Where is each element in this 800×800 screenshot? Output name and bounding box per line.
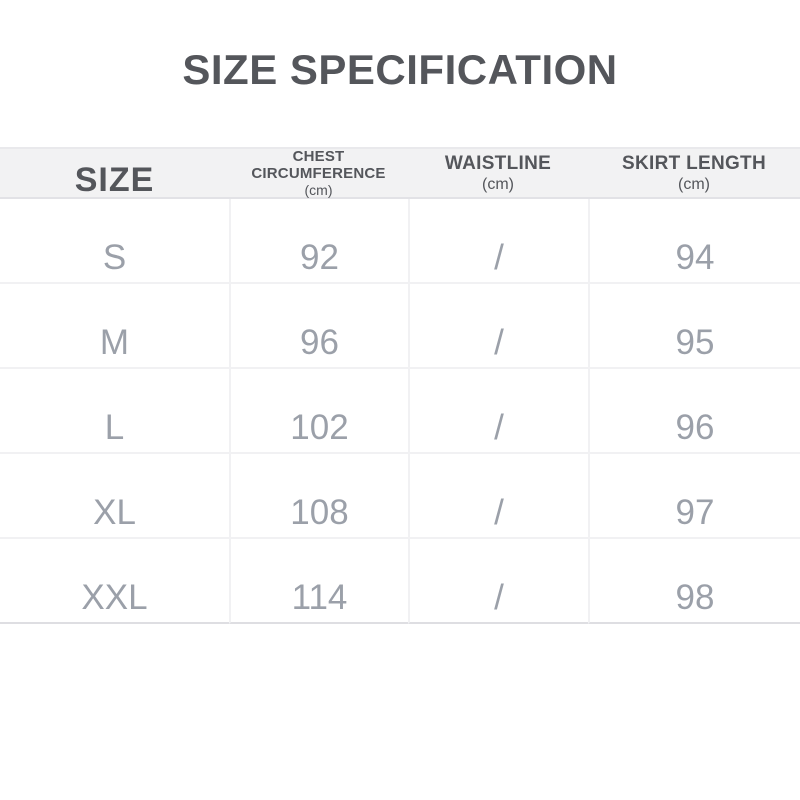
waist-cell: /	[408, 199, 588, 285]
size-cell: M	[0, 284, 229, 370]
column-label-size: SIZE	[74, 160, 155, 199]
chest-cell: 102	[229, 369, 408, 455]
waist-cell: /	[408, 539, 588, 625]
column-label-waist: WAISTLINE	[444, 153, 552, 175]
header-cell-chest-circumference: CHEST CIRCUMFERENCE (cm)	[229, 148, 408, 199]
page-title: SIZE SPECIFICATION	[182, 46, 618, 93]
header-cell-waistline: WAISTLINE (cm)	[408, 149, 588, 198]
skirt-cell: 94	[588, 199, 800, 285]
size-cell: S	[0, 199, 229, 285]
waist-cell: /	[408, 369, 588, 455]
chest-cell: 96	[229, 284, 408, 370]
column-unit-skirt: (cm)	[678, 176, 710, 194]
size-cell: L	[0, 369, 229, 455]
skirt-cell: 96	[588, 369, 800, 455]
size-table: SIZE CHEST CIRCUMFERENCE (cm) WAISTLINE …	[0, 147, 800, 625]
table-row-s: S 92 / 94	[0, 199, 800, 285]
table-row-m: M 96 / 95	[0, 284, 800, 370]
column-unit-waist: (cm)	[482, 176, 514, 194]
header-cell-skirt-length: SKIRT LENGTH (cm)	[588, 149, 800, 198]
skirt-cell: 97	[588, 454, 800, 540]
table-row-xxl: XXL 114 / 98	[0, 539, 800, 625]
skirt-cell: 95	[588, 284, 800, 370]
table-row-xl: XL 108 / 97	[0, 454, 800, 540]
size-cell: XXL	[0, 539, 229, 625]
size-cell: XL	[0, 454, 229, 540]
chest-cell: 92	[229, 199, 408, 285]
column-label-chest: CHEST CIRCUMFERENCE	[251, 148, 386, 182]
waist-cell: /	[408, 284, 588, 370]
waist-cell: /	[408, 454, 588, 540]
column-unit-chest: (cm)	[304, 182, 333, 199]
chest-cell: 108	[229, 454, 408, 540]
table-row-l: L 102 / 96	[0, 369, 800, 455]
header-cell-size: SIZE	[0, 149, 229, 198]
column-label-skirt: SKIRT LENGTH	[622, 153, 766, 175]
skirt-cell: 98	[588, 539, 800, 625]
chest-cell: 114	[229, 539, 408, 625]
table-header-row: SIZE CHEST CIRCUMFERENCE (cm) WAISTLINE …	[0, 147, 800, 200]
